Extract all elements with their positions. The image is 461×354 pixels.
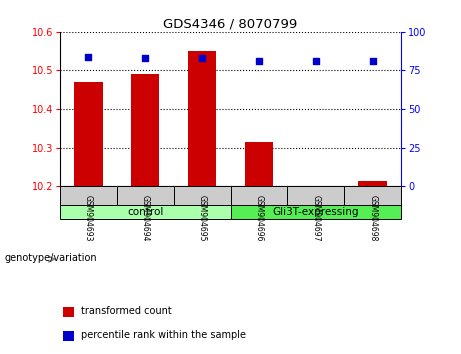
Bar xyxy=(74,82,102,186)
Text: GSM904697: GSM904697 xyxy=(311,195,320,242)
Point xyxy=(312,58,319,64)
Bar xyxy=(230,186,287,205)
Bar xyxy=(64,307,74,317)
Bar xyxy=(301,185,330,186)
Text: control: control xyxy=(127,207,163,217)
Bar xyxy=(131,74,160,186)
Bar xyxy=(60,186,117,205)
Text: genotype/variation: genotype/variation xyxy=(5,253,97,263)
Text: GSM904696: GSM904696 xyxy=(254,195,263,242)
Title: GDS4346 / 8070799: GDS4346 / 8070799 xyxy=(163,18,298,31)
Point xyxy=(369,58,376,64)
Bar xyxy=(358,181,387,186)
Text: GSM904693: GSM904693 xyxy=(84,195,93,242)
Point xyxy=(198,55,206,61)
Bar xyxy=(245,142,273,186)
Bar xyxy=(174,186,230,205)
Bar xyxy=(344,186,401,205)
Text: percentile rank within the sample: percentile rank within the sample xyxy=(81,330,246,341)
Text: GSM904698: GSM904698 xyxy=(368,195,377,242)
Point xyxy=(142,55,149,61)
Bar xyxy=(188,51,216,186)
Text: Gli3T-expressing: Gli3T-expressing xyxy=(272,207,359,217)
Bar xyxy=(117,186,174,205)
Bar xyxy=(230,205,401,219)
Bar xyxy=(64,331,74,341)
Text: GSM904694: GSM904694 xyxy=(141,195,150,242)
Text: transformed count: transformed count xyxy=(81,307,171,316)
Point xyxy=(85,54,92,59)
Text: GSM904695: GSM904695 xyxy=(198,195,207,242)
Point xyxy=(255,58,263,64)
Bar xyxy=(60,205,230,219)
Bar xyxy=(287,186,344,205)
